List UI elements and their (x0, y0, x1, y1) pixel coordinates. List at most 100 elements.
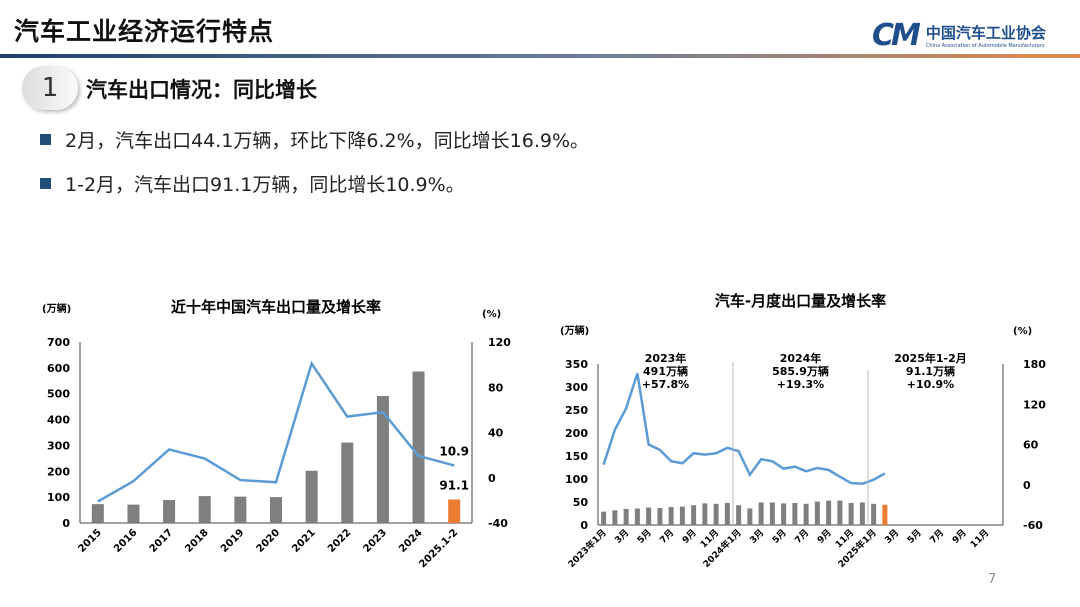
y-axis-unit: (万辆) (560, 324, 589, 337)
bar (724, 502, 730, 525)
y-tick-label: 200 (565, 427, 588, 440)
growth-line (97, 360, 455, 503)
bullet-item: 1-2月，汽车出口91.1万辆，同比增长10.9%。 (40, 170, 465, 197)
chart-title: 汽车-月度出口量及增长率 (715, 292, 886, 310)
y2-tick-label: -40 (488, 517, 508, 530)
page-title: 汽车工业经济运行特点 (14, 17, 275, 46)
y-tick-label: 100 (47, 491, 70, 504)
year-annotation: +57.8% (642, 378, 689, 391)
y2-axis-unit: (%) (482, 309, 501, 320)
bar (601, 511, 607, 525)
bullet-square-icon (40, 134, 51, 145)
x-tick-label: 2017 (148, 527, 175, 554)
bar (376, 396, 389, 523)
bar (634, 508, 640, 525)
bar (305, 470, 318, 523)
x-tick-label: 3月 (748, 527, 767, 546)
y-tick-label: 500 (47, 388, 70, 401)
y-tick-label: 350 (565, 358, 588, 371)
logo-en: China Association of Automobile Manufact… (925, 43, 1045, 49)
bar (679, 506, 685, 525)
bar (769, 502, 775, 525)
bar (826, 500, 832, 525)
y-tick-label: 50 (573, 496, 589, 509)
bar (646, 507, 652, 525)
y2-tick-label: 60 (1023, 439, 1039, 452)
year-annotation: +10.9% (907, 378, 954, 391)
y-tick-label: 300 (47, 439, 70, 452)
bar (612, 510, 618, 525)
bar (198, 496, 211, 523)
y-tick-label: 300 (565, 381, 588, 394)
x-tick-label: 2025.1-2 (417, 527, 460, 570)
y-tick-label: 400 (47, 414, 70, 427)
x-tick-label: 9月 (815, 527, 834, 546)
x-tick-label: 9月 (680, 527, 699, 546)
data-label: 91.1 (439, 478, 469, 492)
x-tick-label: 2022 (326, 527, 353, 554)
year-annotation: 491万辆 (643, 364, 688, 378)
x-tick-label: 3月 (883, 527, 902, 546)
bar (871, 503, 877, 525)
x-tick-label: 2019 (219, 527, 246, 554)
bar (270, 497, 282, 523)
y-tick-label: 250 (565, 404, 588, 417)
y2-tick-label: 80 (488, 381, 504, 394)
logo-mark: CM (872, 18, 921, 53)
bullet-square-icon (40, 178, 51, 189)
y-tick-label: 0 (62, 517, 70, 530)
bar (91, 504, 104, 523)
x-tick-label: 7月 (658, 527, 677, 546)
x-tick-label: 7月 (793, 527, 812, 546)
x-tick-label: 2023 (362, 527, 389, 554)
bar (691, 505, 697, 525)
y-axis-unit: (万辆) (42, 302, 71, 315)
y-tick-label: 200 (47, 465, 70, 478)
x-tick-label: 5月 (905, 527, 924, 546)
bar (668, 507, 674, 525)
bar (882, 504, 888, 525)
bar (341, 442, 354, 523)
y-tick-label: 600 (47, 362, 70, 375)
bar (163, 499, 176, 523)
logo: CM 中国汽车工业协会 China Association of Automob… (872, 18, 1046, 53)
y2-tick-label: 0 (488, 472, 496, 485)
x-tick-label: 7月 (928, 527, 947, 546)
bar (448, 499, 461, 523)
bar (657, 507, 663, 525)
y-tick-label: 100 (565, 473, 588, 486)
bar (803, 503, 809, 525)
bar (713, 503, 719, 525)
page-number: 7 (988, 572, 997, 587)
bar (412, 371, 425, 523)
data-label: 10.9 (439, 444, 469, 458)
bar (837, 500, 843, 525)
y2-tick-label: 40 (488, 427, 504, 440)
year-annotation: 2023年 (645, 351, 687, 365)
y-tick-label: 0 (580, 519, 588, 532)
year-annotation: 585.9万辆 (772, 364, 829, 378)
year-annotation: +19.3% (777, 378, 824, 391)
bar (758, 502, 764, 525)
bullet-item: 2月，汽车出口44.1万辆，环比下降6.2%，同比增长16.9%。 (40, 126, 589, 153)
y2-tick-label: 0 (1023, 479, 1031, 492)
header-divider (0, 54, 1080, 58)
year-annotation: 2025年1-2月 (894, 351, 967, 365)
bar (747, 508, 753, 525)
y2-axis-unit: (%) (1013, 326, 1032, 337)
y-tick-label: 150 (565, 450, 588, 463)
year-annotation: 91.1万辆 (906, 364, 955, 378)
x-tick-label: 2023年1月 (565, 527, 608, 570)
section-title: 汽车出口情况：同比增长 (86, 78, 317, 102)
bar (702, 503, 708, 525)
y-tick-label: 700 (47, 336, 70, 349)
bar (781, 503, 787, 525)
year-annotation: 2024年 (780, 351, 822, 365)
y2-tick-label: -60 (1023, 519, 1043, 532)
bar (234, 496, 247, 523)
y2-tick-label: 120 (1023, 398, 1046, 411)
chart-title: 近十年中国汽车出口量及增长率 (171, 298, 381, 316)
bar (736, 505, 742, 525)
bar (127, 504, 140, 523)
logo-cn: 中国汽车工业协会 (925, 24, 1046, 42)
